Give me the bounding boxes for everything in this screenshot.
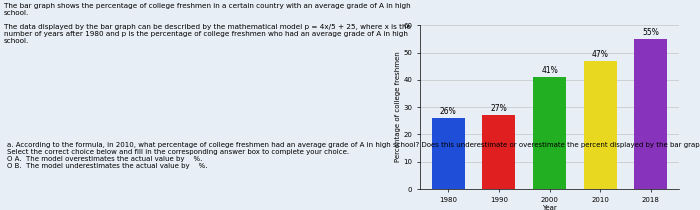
Bar xyxy=(432,118,465,189)
Y-axis label: Percentage of college freshmen: Percentage of college freshmen xyxy=(395,52,400,163)
Text: 55%: 55% xyxy=(643,28,659,37)
Text: 41%: 41% xyxy=(541,66,558,75)
Bar xyxy=(482,115,515,189)
Text: The bar graph shows the percentage of college freshmen in a certain country with: The bar graph shows the percentage of co… xyxy=(4,3,411,44)
Bar xyxy=(584,61,617,189)
Text: 47%: 47% xyxy=(592,50,608,59)
Bar xyxy=(634,39,667,189)
Bar xyxy=(533,77,566,189)
Text: 27%: 27% xyxy=(491,104,508,113)
X-axis label: Year: Year xyxy=(542,205,557,210)
Text: a. According to the formula, in 2010, what percentage of college freshmen had an: a. According to the formula, in 2010, wh… xyxy=(7,142,700,169)
Text: 26%: 26% xyxy=(440,107,456,116)
